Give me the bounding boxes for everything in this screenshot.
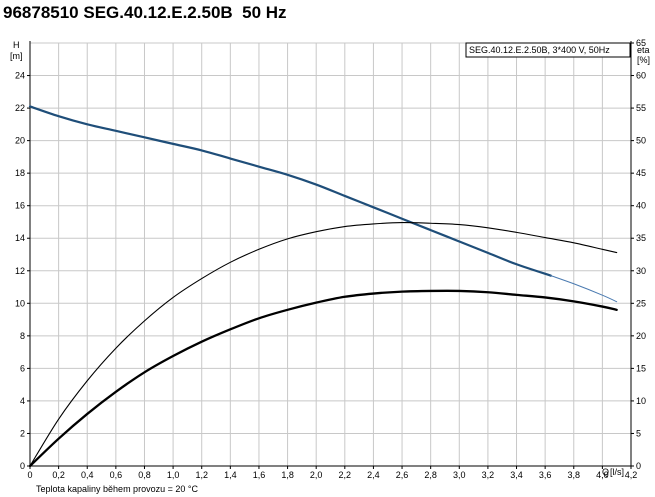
x-tick-label: 2,2	[339, 470, 352, 480]
left-axis-unit: [m]	[10, 51, 23, 61]
x-tick-label: 3,2	[482, 470, 495, 480]
right-tick-label: 20	[636, 331, 646, 341]
head-curve-extension	[550, 275, 618, 303]
right-tick-label: 40	[636, 201, 646, 211]
left-tick-label: 12	[15, 266, 25, 276]
x-tick-label: 0,8	[138, 470, 151, 480]
right-tick-label: 5	[636, 428, 641, 438]
efficiency-curve-lower	[28, 289, 618, 468]
x-tick-label: 4,2	[625, 470, 638, 480]
x-axis-unit: [l/s]	[610, 467, 624, 477]
curves	[28, 105, 618, 468]
x-tick-label: 3,6	[539, 470, 552, 480]
right-axis-label: eta	[637, 45, 650, 55]
right-tick-label: 25	[636, 298, 646, 308]
legend-box	[465, 42, 631, 58]
footnote: Teplota kapaliny během provozu = 20 °C	[36, 484, 198, 494]
right-tick-label: 15	[636, 363, 646, 373]
x-tick-label: 0	[27, 470, 32, 480]
x-tick-label: 1,4	[224, 470, 237, 480]
right-tick-label: 0	[636, 461, 641, 471]
axes	[29, 41, 632, 467]
left-tick-label: 4	[20, 396, 25, 406]
left-tick-label: 2	[20, 428, 25, 438]
legend-text: SEG.40.12.E.2.50B, 3*400 V, 50Hz	[469, 45, 610, 55]
x-tick-label: 3,8	[568, 470, 581, 480]
x-tick-label: 3,0	[453, 470, 466, 480]
x-tick-label: 2,4	[367, 470, 380, 480]
x-tick-label: 2,8	[424, 470, 437, 480]
x-tick-label: 0,6	[110, 470, 123, 480]
left-tick-label: 14	[15, 233, 25, 243]
right-tick-label: 50	[636, 136, 646, 146]
x-tick-label: 1,0	[167, 470, 180, 480]
left-tick-label: 8	[20, 331, 25, 341]
right-axis-ticks: 0 5 10 15 20 25 30 35 40 45 50 55 60 65	[631, 38, 646, 471]
right-tick-label: 30	[636, 266, 646, 276]
x-tick-label: 1,2	[195, 470, 208, 480]
x-tick-label: 1,8	[281, 470, 294, 480]
right-tick-label: 35	[636, 233, 646, 243]
x-axis-label: Q	[602, 467, 609, 477]
right-tick-label: 10	[636, 396, 646, 406]
x-tick-label: 2,0	[310, 470, 323, 480]
left-tick-label: 24	[15, 71, 25, 81]
page-title: 96878510 SEG.40.12.E.2.50B 50 Hz	[3, 3, 287, 22]
left-tick-label: 0	[20, 461, 25, 471]
right-axis-unit: [%]	[637, 55, 650, 65]
x-axis-ticks: 0 0,2 0,4 0,6 0,8 1,0 1,2 1,4 1,6 1,8 2,0 2,2 2,4 2,6…	[27, 466, 637, 480]
x-tick-label: 2,6	[396, 470, 409, 480]
right-tick-label: 55	[636, 103, 646, 113]
left-tick-label: 10	[15, 298, 25, 308]
x-tick-label: 1,6	[253, 470, 266, 480]
head-curve	[28, 105, 552, 277]
efficiency-curve-upper	[29, 222, 618, 467]
left-tick-label: 16	[15, 201, 25, 211]
x-tick-label: 0,4	[81, 470, 94, 480]
left-tick-label: 20	[15, 136, 25, 146]
right-tick-label: 65	[636, 38, 646, 48]
left-tick-label: 22	[15, 103, 25, 113]
x-tick-label: 3,4	[510, 470, 523, 480]
x-tick-label: 0,2	[52, 470, 65, 480]
right-tick-label: 45	[636, 168, 646, 178]
left-axis-label: H	[13, 40, 20, 50]
grid	[29, 42, 632, 467]
left-tick-label: 18	[15, 168, 25, 178]
right-tick-label: 60	[636, 71, 646, 81]
x-tick-label: 4,0	[596, 470, 609, 480]
left-tick-label: 6	[20, 363, 25, 373]
